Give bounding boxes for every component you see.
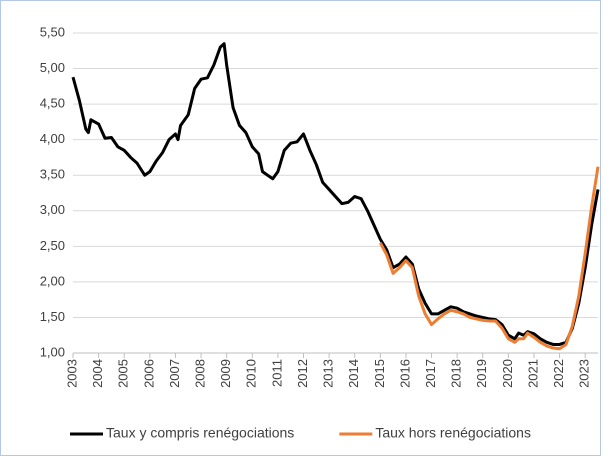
y-tick-label: 3,00 — [40, 202, 65, 217]
x-tick-label: 2013 — [321, 359, 336, 388]
x-tick-label: 2012 — [295, 359, 310, 388]
legend: Taux y compris renégociations Taux hors r… — [70, 425, 531, 441]
x-tick-label: 2014 — [346, 359, 361, 388]
y-tick-label: 4,50 — [40, 96, 65, 111]
chart-border — [0, 0, 601, 456]
y-tick-label: 2,00 — [40, 273, 65, 288]
y-tick-label: 3,50 — [40, 167, 65, 182]
y-tick-label: 5,50 — [40, 24, 65, 39]
x-tick-label: 2008 — [192, 359, 207, 388]
y-tick-label: 1,50 — [40, 309, 65, 324]
y-tick-label: 4,00 — [40, 131, 65, 146]
x-tick-label: 2015 — [372, 359, 387, 388]
x-tick-label: 2009 — [218, 359, 233, 388]
line-series — [378, 166, 600, 351]
x-tick-label: 2022 — [551, 359, 566, 388]
x-tick-label: 2019 — [474, 359, 489, 388]
x-tick-label: 2021 — [525, 359, 540, 388]
x-tick-label: 2016 — [397, 359, 412, 388]
x-tick-label: 2020 — [500, 359, 515, 388]
x-tick-label: 2004 — [90, 359, 105, 388]
x-tick-label: 2011 — [269, 359, 284, 387]
legend-label: Taux y compris renégociations — [106, 425, 294, 441]
x-tick-label: 2017 — [423, 359, 438, 388]
x-tick-label: 2010 — [244, 359, 259, 388]
x-tick-label: 2003 — [64, 359, 79, 388]
y-tick-label: 5,00 — [40, 60, 65, 75]
line-series — [71, 42, 600, 346]
x-tick-label: 2023 — [577, 359, 592, 388]
y-tick-label: 1,00 — [40, 344, 65, 359]
x-tick-label: 2018 — [449, 359, 464, 388]
legend-label: Taux hors renégociations — [375, 425, 531, 441]
x-tick-label: 2005 — [116, 359, 131, 388]
y-tick-label: 2,50 — [40, 238, 65, 253]
x-tick-label: 2007 — [167, 359, 182, 388]
x-tick-label: 2006 — [141, 359, 156, 388]
